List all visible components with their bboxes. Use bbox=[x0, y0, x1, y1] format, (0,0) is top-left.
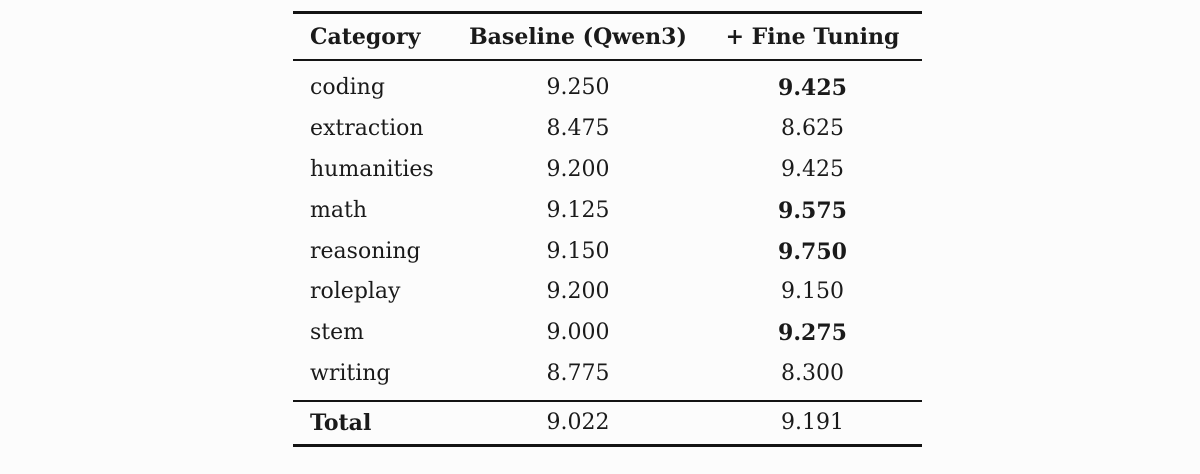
table-row: reasoning 9.150 9.750 bbox=[293, 231, 922, 272]
table-row: stem 9.000 9.275 bbox=[293, 313, 922, 354]
table-row: coding 9.250 9.425 bbox=[293, 68, 922, 109]
fine-tuning-cell: 9.425 bbox=[778, 75, 847, 102]
baseline-cell: 9.125 bbox=[546, 197, 610, 223]
category-cell: coding bbox=[310, 75, 385, 101]
category-cell: humanities bbox=[310, 156, 434, 182]
baseline-cell: 8.475 bbox=[546, 116, 610, 142]
category-cell: roleplay bbox=[310, 279, 401, 305]
category-cell: writing bbox=[310, 360, 391, 386]
baseline-cell: 9.150 bbox=[546, 238, 610, 264]
baseline-cell: 8.775 bbox=[546, 360, 610, 386]
table-row: writing 8.775 8.300 bbox=[293, 354, 922, 395]
table-body: coding 9.250 9.425 extraction 8.475 8.62… bbox=[293, 61, 922, 400]
baseline-cell: 9.200 bbox=[546, 279, 610, 305]
baseline-cell: 9.000 bbox=[546, 320, 610, 346]
category-cell: stem bbox=[310, 320, 365, 346]
fine-tuning-cell: 9.275 bbox=[778, 320, 847, 347]
table-row: roleplay 9.200 9.150 bbox=[293, 272, 922, 313]
header-baseline: Baseline (Qwen3) bbox=[469, 23, 687, 50]
total-baseline: 9.022 bbox=[546, 410, 610, 436]
fine-tuning-cell: 9.750 bbox=[778, 238, 847, 265]
fine-tuning-cell: 8.300 bbox=[781, 360, 844, 386]
fine-tuning-cell: 9.575 bbox=[778, 197, 847, 224]
table-row: humanities 9.200 9.425 bbox=[293, 150, 922, 191]
baseline-cell: 9.200 bbox=[546, 156, 610, 182]
table-row: math 9.125 9.575 bbox=[293, 190, 922, 231]
table-total-row: Total 9.022 9.191 bbox=[293, 400, 922, 448]
header-fine-tuning: + Fine Tuning bbox=[725, 23, 900, 50]
fine-tuning-cell: 9.150 bbox=[781, 279, 844, 305]
fine-tuning-cell: 8.625 bbox=[781, 116, 844, 142]
total-fine-tuning: 9.191 bbox=[781, 410, 844, 436]
results-table: Category Baseline (Qwen3) + Fine Tuning … bbox=[293, 11, 922, 448]
total-label: Total bbox=[310, 410, 372, 437]
table-header-row: Category Baseline (Qwen3) + Fine Tuning bbox=[293, 11, 922, 61]
category-cell: math bbox=[310, 197, 367, 223]
category-cell: reasoning bbox=[310, 238, 421, 264]
header-category: Category bbox=[310, 23, 421, 50]
fine-tuning-cell: 9.425 bbox=[781, 156, 844, 182]
table-row: extraction 8.475 8.625 bbox=[293, 109, 922, 150]
category-cell: extraction bbox=[310, 116, 424, 142]
baseline-cell: 9.250 bbox=[546, 75, 610, 101]
